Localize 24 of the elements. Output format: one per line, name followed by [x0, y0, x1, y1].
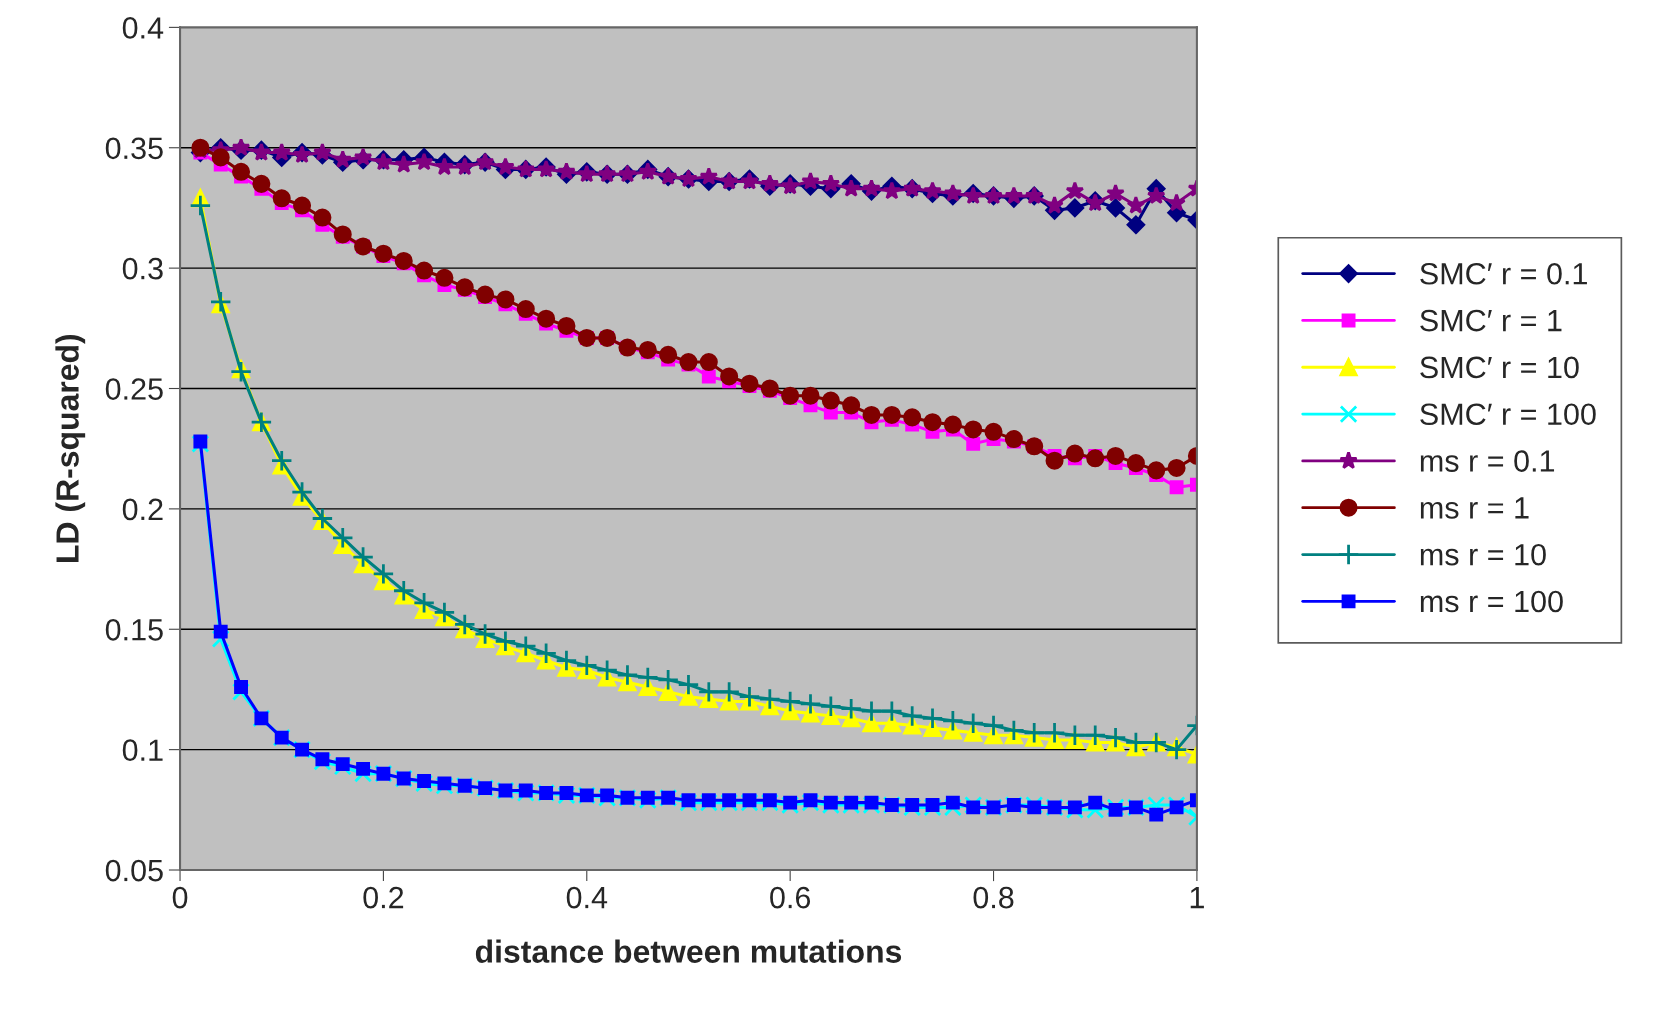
x-tick-label: 0.6 [770, 886, 811, 909]
legend-label: ms r = 1 [1420, 497, 1529, 519]
x-tick-label: 1 [1190, 887, 1204, 909]
y-axis-title: LD (R-squared) [55, 334, 86, 562]
legend-label: ms r = 0.1 [1420, 450, 1555, 472]
x-tick-label: 0.2 [363, 886, 404, 909]
x-tick-label: 0.4 [566, 886, 608, 909]
y-tick-label: 0.4 [122, 17, 164, 39]
legend-label: SMC′ r = 1 [1420, 309, 1562, 332]
y-tick-label: 0.05 [105, 859, 163, 882]
legend-label: ms r = 100 [1420, 590, 1563, 613]
y-tick-label: 0.25 [105, 378, 163, 400]
legend-label: SMC′ r = 10 [1420, 356, 1579, 379]
x-tick-label: 0.8 [973, 886, 1014, 909]
x-tick-label: 0 [172, 886, 188, 909]
legend-label: SMC′ r = 0.1 [1420, 262, 1587, 285]
y-tick-label: 0.3 [122, 257, 163, 280]
y-tick-label: 0.2 [122, 498, 163, 521]
x-axis-title: distance between mutations [475, 939, 902, 963]
legend-label: ms r = 10 [1420, 543, 1546, 566]
y-tick-label: 0.35 [105, 137, 163, 160]
y-tick-label: 0.15 [105, 618, 163, 641]
y-tick-label: 0.1 [122, 739, 163, 762]
legend-label: SMC′ r = 100 [1420, 403, 1596, 426]
